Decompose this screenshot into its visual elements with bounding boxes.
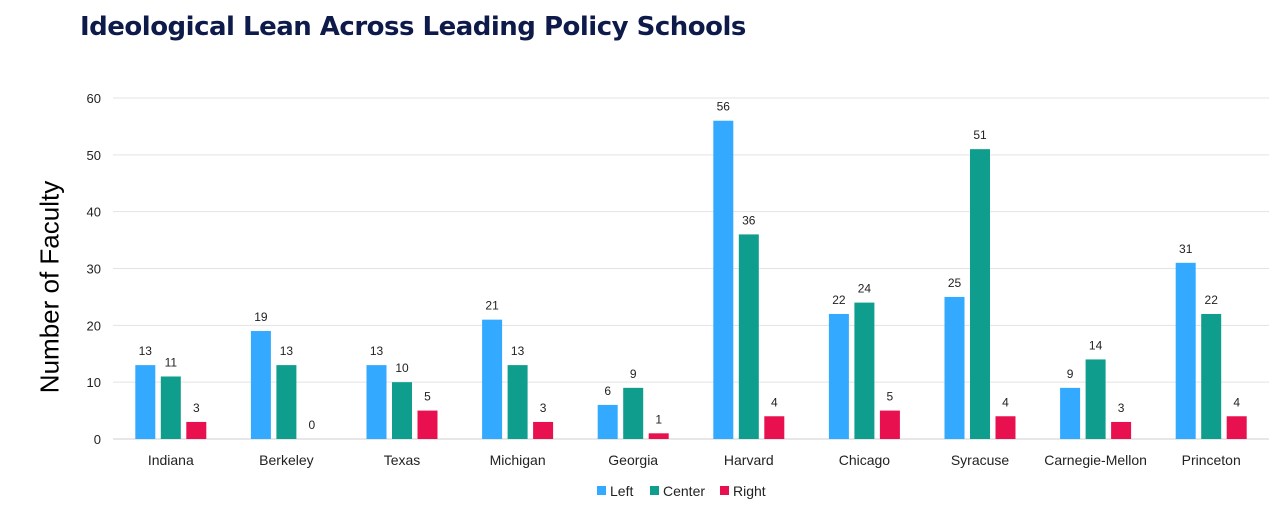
bars: 1311319130131052113369156364222452551491… — [135, 100, 1247, 439]
data-label: 9 — [630, 367, 637, 381]
category-label: Georgia — [608, 452, 658, 468]
data-label: 3 — [1118, 401, 1125, 415]
bar-center — [1201, 313, 1222, 439]
legend-swatch-right — [720, 486, 729, 495]
data-label: 3 — [540, 401, 547, 415]
data-label: 5 — [887, 390, 894, 404]
bar-right — [186, 421, 207, 439]
data-label: 22 — [1205, 293, 1219, 307]
category-label: Michigan — [490, 452, 546, 468]
legend-label-center: Center — [663, 483, 705, 499]
bar-right — [995, 416, 1016, 439]
bar-left — [1175, 262, 1196, 439]
bar-right — [648, 433, 669, 439]
bar-left — [597, 404, 618, 439]
y-tick-label: 0 — [94, 432, 101, 447]
category-label: Syracuse — [951, 452, 1010, 468]
data-label: 19 — [254, 310, 268, 324]
bar-left — [713, 120, 734, 439]
data-label: 22 — [832, 293, 846, 307]
bar-center — [970, 149, 990, 439]
bar-left — [482, 319, 503, 439]
y-tick-label: 10 — [87, 375, 101, 390]
data-label: 21 — [485, 299, 499, 313]
bar-right — [1226, 416, 1247, 439]
bar-right — [417, 410, 438, 439]
data-label: 13 — [280, 344, 294, 358]
y-tick-labels: 0 10 20 30 40 50 60 — [87, 91, 101, 447]
data-label: 31 — [1179, 242, 1193, 256]
bar-center — [507, 365, 528, 439]
bar-right — [533, 421, 554, 439]
category-label: Berkeley — [259, 452, 313, 468]
category-label: Princeton — [1182, 452, 1241, 468]
bar-center — [276, 365, 297, 439]
bar-left — [828, 313, 849, 439]
bar-center — [623, 387, 644, 439]
bar-left — [1060, 387, 1081, 439]
data-label: 11 — [165, 355, 178, 369]
legend-label-right: Right — [733, 483, 766, 499]
data-label: 0 — [309, 418, 316, 432]
bar-right — [764, 416, 785, 439]
bar-center — [1085, 359, 1106, 439]
bar-left — [135, 365, 156, 439]
category-label: Texas — [384, 452, 421, 468]
legend: Left Center Right — [597, 483, 766, 499]
bar-left — [944, 296, 965, 439]
data-label: 13 — [139, 344, 153, 358]
data-label: 13 — [370, 344, 384, 358]
bar-left — [366, 365, 387, 439]
data-label: 56 — [717, 100, 731, 114]
bar-center — [854, 302, 875, 439]
bar-right — [879, 410, 900, 439]
bar-center — [738, 234, 759, 439]
data-label: 36 — [742, 213, 756, 227]
data-label: 9 — [1067, 367, 1074, 381]
category-label: Carnegie-Mellon — [1044, 452, 1147, 468]
y-tick-label: 30 — [87, 262, 101, 277]
data-label: 24 — [858, 282, 872, 296]
chart-title: Ideological Lean Across Leading Policy S… — [80, 12, 746, 42]
y-tick-label: 50 — [87, 148, 101, 163]
data-label: 4 — [1002, 395, 1009, 409]
legend-swatch-center — [650, 486, 659, 495]
data-label: 51 — [973, 128, 987, 142]
gridlines — [113, 97, 1269, 440]
data-label: 3 — [193, 401, 200, 415]
data-label: 4 — [1233, 395, 1240, 409]
category-labels: Indiana Berkeley Texas Michigan Georgia Harva… — [148, 452, 1241, 468]
category-label: Indiana — [148, 452, 194, 468]
bar-left — [250, 331, 271, 439]
legend-label-left: Left — [610, 483, 633, 499]
data-label: 1 — [655, 412, 662, 426]
data-label: 14 — [1089, 338, 1103, 352]
category-label: Harvard — [724, 452, 774, 468]
data-label: 10 — [395, 361, 409, 375]
data-label: 25 — [948, 276, 962, 290]
data-label: 4 — [771, 395, 778, 409]
y-tick-label: 40 — [87, 205, 101, 220]
y-tick-label: 20 — [87, 318, 101, 333]
bar-center — [160, 376, 181, 439]
bar-right — [1111, 421, 1132, 439]
category-label: Chicago — [839, 452, 891, 468]
data-label: 13 — [511, 344, 525, 358]
data-label: 6 — [604, 384, 611, 398]
legend-swatch-left — [597, 486, 606, 495]
y-tick-label: 60 — [87, 91, 101, 106]
bar-center — [392, 382, 412, 439]
data-label: 5 — [424, 390, 431, 404]
